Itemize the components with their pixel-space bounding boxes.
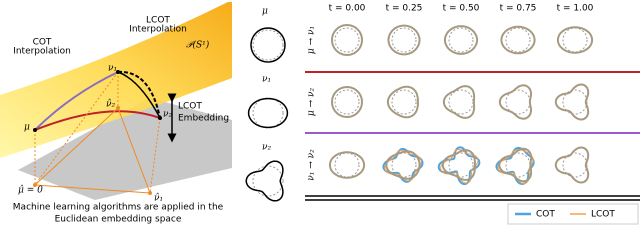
- lcot-label: Interpolation: [129, 25, 187, 35]
- guide-circle: [562, 152, 588, 178]
- interp-shape: [330, 23, 364, 57]
- guide-circle: [505, 27, 531, 53]
- embedding-label: Embedding: [178, 114, 229, 124]
- guide-circle: [448, 27, 474, 53]
- interp-shape: [328, 151, 366, 179]
- guide-circle: [562, 89, 588, 115]
- reference-shape: [250, 27, 286, 63]
- reference-label: μ: [262, 7, 268, 17]
- row-label: μ → ν₂: [307, 88, 317, 117]
- point-label: μ̂ = 0: [18, 185, 43, 196]
- interp-shape: [330, 85, 364, 119]
- guide-circle: [334, 89, 360, 115]
- interp-shape: [442, 85, 476, 119]
- point-label: ν̂₂: [106, 99, 115, 110]
- geodesic: [117, 71, 161, 119]
- point-label: ν̂₁: [154, 193, 163, 204]
- interp-shape: [443, 25, 479, 55]
- guide-circle: [334, 27, 360, 53]
- legend-label: LCOT: [591, 210, 615, 220]
- interp-shape: [386, 85, 419, 119]
- embedding-lines: [34, 71, 161, 194]
- guide-circle: [448, 152, 474, 178]
- guide-circle: [334, 152, 360, 178]
- interp-shape: [387, 24, 421, 56]
- reference-shape: [245, 160, 284, 202]
- cot-shape: [382, 147, 424, 183]
- guide-circle: [391, 27, 417, 53]
- interp-shape: [500, 25, 536, 55]
- embedding-plane: [18, 98, 232, 200]
- figure: COT Interpolation LCOT Interpolation 𝒫(S…: [0, 2, 640, 225]
- time-label: t = 0.25: [386, 4, 423, 14]
- interp-shape: [554, 83, 590, 121]
- embedding-label: LCOT: [178, 102, 202, 112]
- interp-shape: [385, 150, 421, 180]
- cot-label: COT: [33, 38, 52, 48]
- caption: Euclidean embedding space: [55, 215, 182, 225]
- time-label: t = 0.75: [500, 4, 537, 14]
- cot-curve: [34, 71, 119, 131]
- interp-shape: [498, 147, 533, 183]
- row-label: μ → ν₁: [307, 26, 317, 54]
- reference-circle: [252, 29, 284, 61]
- reference-label: ν₁: [262, 75, 271, 85]
- reference-shape: [247, 97, 289, 129]
- lcot-shape: [440, 148, 479, 184]
- row-label: ν₁ → ν₂: [307, 149, 317, 181]
- time-label: t = 1.00: [557, 4, 594, 14]
- red-curve: [34, 110, 161, 131]
- guide-circle: [391, 152, 417, 178]
- guide-circle: [448, 89, 474, 115]
- legend-label: COT: [536, 210, 555, 220]
- guide-circle: [562, 27, 588, 53]
- cot-label: Interpolation: [13, 47, 71, 57]
- point-label: ν₂: [163, 110, 172, 120]
- manifold-points: [33, 70, 162, 132]
- time-label: t = 0.50: [443, 4, 480, 14]
- guide-circle: [391, 89, 417, 115]
- reference-circle: [252, 165, 284, 197]
- lcot-curve: [117, 70, 161, 119]
- interp-shape: [498, 84, 532, 120]
- interp-shape: [554, 146, 590, 184]
- reference-circle: [252, 97, 284, 129]
- point-label: ν₁: [108, 64, 117, 74]
- interp-shape: [441, 149, 477, 181]
- point-label: μ: [24, 123, 30, 133]
- embedded-points: [33, 106, 152, 195]
- time-label: t = 0.00: [329, 4, 366, 14]
- manifold-label: 𝒫(S¹): [186, 40, 210, 51]
- reference-label: ν₂: [262, 143, 271, 153]
- manifold-surface: [0, 2, 232, 158]
- caption: Machine learning algorithms are applied …: [13, 203, 224, 213]
- lcot-label: LCOT: [146, 16, 170, 26]
- interp-shape: [556, 26, 594, 54]
